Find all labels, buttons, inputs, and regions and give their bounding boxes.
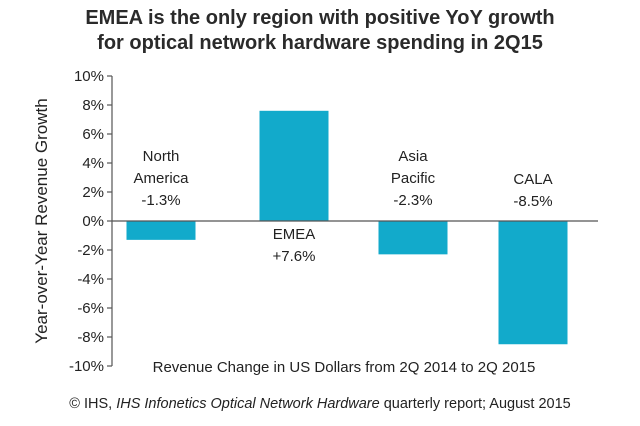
data-label-cala: CALA	[513, 171, 552, 188]
bar-asia-pacific	[378, 221, 448, 255]
chart-title-line-2: for optical network hardware spending in…	[97, 32, 543, 54]
data-label-asia-pacific: Pacific	[391, 170, 436, 187]
y-axis-title: Year-over-Year Revenue Growth	[32, 98, 51, 343]
data-label-north-america: North	[143, 148, 180, 165]
y-tick-label: -2%	[77, 242, 104, 259]
source-note: © IHS, IHS Infonetics Optical Network Ha…	[0, 396, 640, 412]
source-report-name: IHS Infonetics Optical Network Hardware	[116, 396, 380, 412]
chart-title-line-1: EMEA is the only region with positive Yo…	[85, 7, 555, 29]
y-tick-label: -8%	[77, 329, 104, 346]
y-tick-label: 10%	[74, 68, 104, 85]
chart-title: EMEA is the only region with positive Yo…	[0, 6, 640, 56]
y-tick-label: 0%	[82, 213, 104, 230]
y-tick-label: 4%	[82, 155, 104, 172]
y-tick-label: 8%	[82, 97, 104, 114]
data-label-north-america: America	[133, 170, 189, 187]
data-label-north-america: -1.3%	[141, 192, 180, 209]
bar-north-america	[126, 221, 196, 240]
data-label-asia-pacific: Asia	[398, 148, 428, 165]
bar-emea	[259, 110, 329, 221]
source-copyright: © IHS,	[69, 396, 117, 412]
x-axis-title: Revenue Change in US Dollars from 2Q 201…	[153, 359, 536, 376]
data-label-cala: -8.5%	[513, 193, 552, 210]
bar-cala	[498, 221, 568, 345]
y-tick-label: 2%	[82, 184, 104, 201]
y-tick-label: -4%	[77, 271, 104, 288]
data-label-emea: EMEA	[273, 226, 316, 243]
y-tick-label: -10%	[69, 358, 104, 375]
source-rest: quarterly report; August 2015	[379, 396, 571, 412]
y-tick-label: -6%	[77, 300, 104, 317]
data-label-emea: +7.6%	[273, 248, 316, 265]
y-tick-label: 6%	[82, 126, 104, 143]
data-label-asia-pacific: -2.3%	[393, 192, 432, 209]
